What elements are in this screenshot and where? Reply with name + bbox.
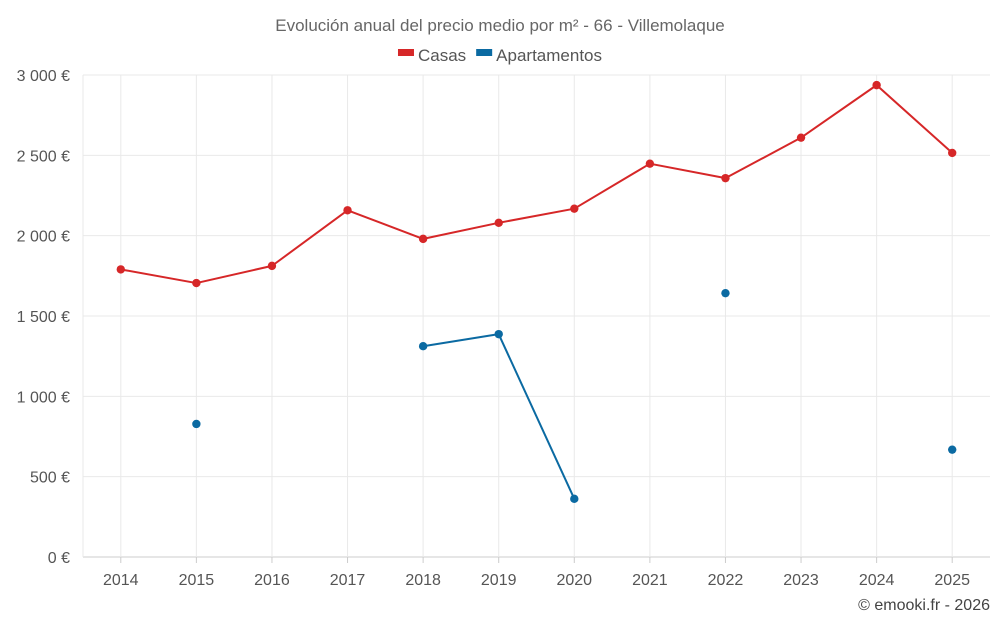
x-tick-label: 2018	[405, 572, 441, 589]
data-point-casas-2018[interactable]	[418, 234, 428, 244]
data-point-casas-2020[interactable]	[570, 204, 579, 213]
x-tick-label: 2023	[783, 572, 819, 589]
x-tick-label: 2016	[254, 572, 290, 589]
data-point-casas-2017[interactable]	[343, 206, 352, 215]
legend-item-casas[interactable]: Casas	[397, 46, 466, 65]
data-point-casas-2021[interactable]	[645, 159, 655, 168]
axes: 0 € 500 € 1 000 € 1 500 € 2 000 € 2 500 € 3 00…	[17, 68, 970, 589]
chart-title: Evolución anual del precio medio por m² …	[275, 16, 724, 35]
data-point-apartamentos-2018[interactable]	[418, 342, 428, 351]
x-tick-label: 2024	[859, 572, 895, 589]
y-tick-label: 3 000 €	[17, 68, 70, 85]
legend-swatch	[476, 49, 493, 56]
x-tick-label: 2014	[103, 572, 139, 589]
legend-item-apartamentos[interactable]: Apartamentos	[476, 46, 602, 65]
data-point-casas-2014[interactable]	[116, 265, 125, 274]
legend-swatch	[397, 49, 414, 56]
x-tick-label: 2015	[179, 572, 215, 589]
x-tick-label: 2019	[481, 572, 517, 589]
data-point-apartamentos-2020[interactable]	[570, 494, 579, 504]
x-tick-label: 2020	[556, 572, 592, 589]
x-tick-label: 2025	[934, 572, 970, 589]
y-tick-label: 2 500 €	[17, 148, 70, 165]
series-apartamentos	[192, 288, 957, 504]
x-tick-label: 2022	[708, 572, 744, 589]
data-point-apartamentos-2019[interactable]	[494, 329, 503, 339]
data-point-apartamentos-2025[interactable]	[948, 445, 957, 454]
data-point-casas-2016[interactable]	[267, 261, 277, 271]
series-line-casas	[120, 84, 953, 285]
data-point-casas-2024[interactable]	[872, 80, 881, 90]
legend-label: Apartamentos	[496, 46, 602, 65]
data-point-apartamentos-2015[interactable]	[192, 419, 201, 429]
series-casas	[116, 80, 957, 288]
data-point-casas-2022[interactable]	[721, 173, 730, 183]
x-tick-label: 2021	[632, 572, 668, 589]
y-tick-label: 2 000 €	[17, 229, 70, 246]
y-tick-label: 1 000 €	[17, 389, 70, 406]
data-point-casas-2025[interactable]	[948, 148, 957, 158]
y-tick-label: 1 500 €	[17, 309, 70, 326]
data-point-apartamentos-2022[interactable]	[721, 288, 730, 298]
data-point-casas-2019[interactable]	[494, 218, 503, 228]
grid	[83, 74, 990, 558]
legend-label: Casas	[418, 46, 466, 65]
data-point-casas-2023[interactable]	[796, 133, 806, 142]
data-point-casas-2015[interactable]	[192, 278, 201, 288]
y-tick-label: 500 €	[30, 470, 70, 487]
x-tick-label: 2017	[330, 572, 366, 589]
legend[interactable]: Casas Apartamentos	[397, 46, 602, 65]
series-layer	[116, 80, 957, 504]
copyright-credit: © emooki.fr - 2026	[858, 597, 990, 614]
y-tick-label: 0 €	[48, 550, 70, 567]
